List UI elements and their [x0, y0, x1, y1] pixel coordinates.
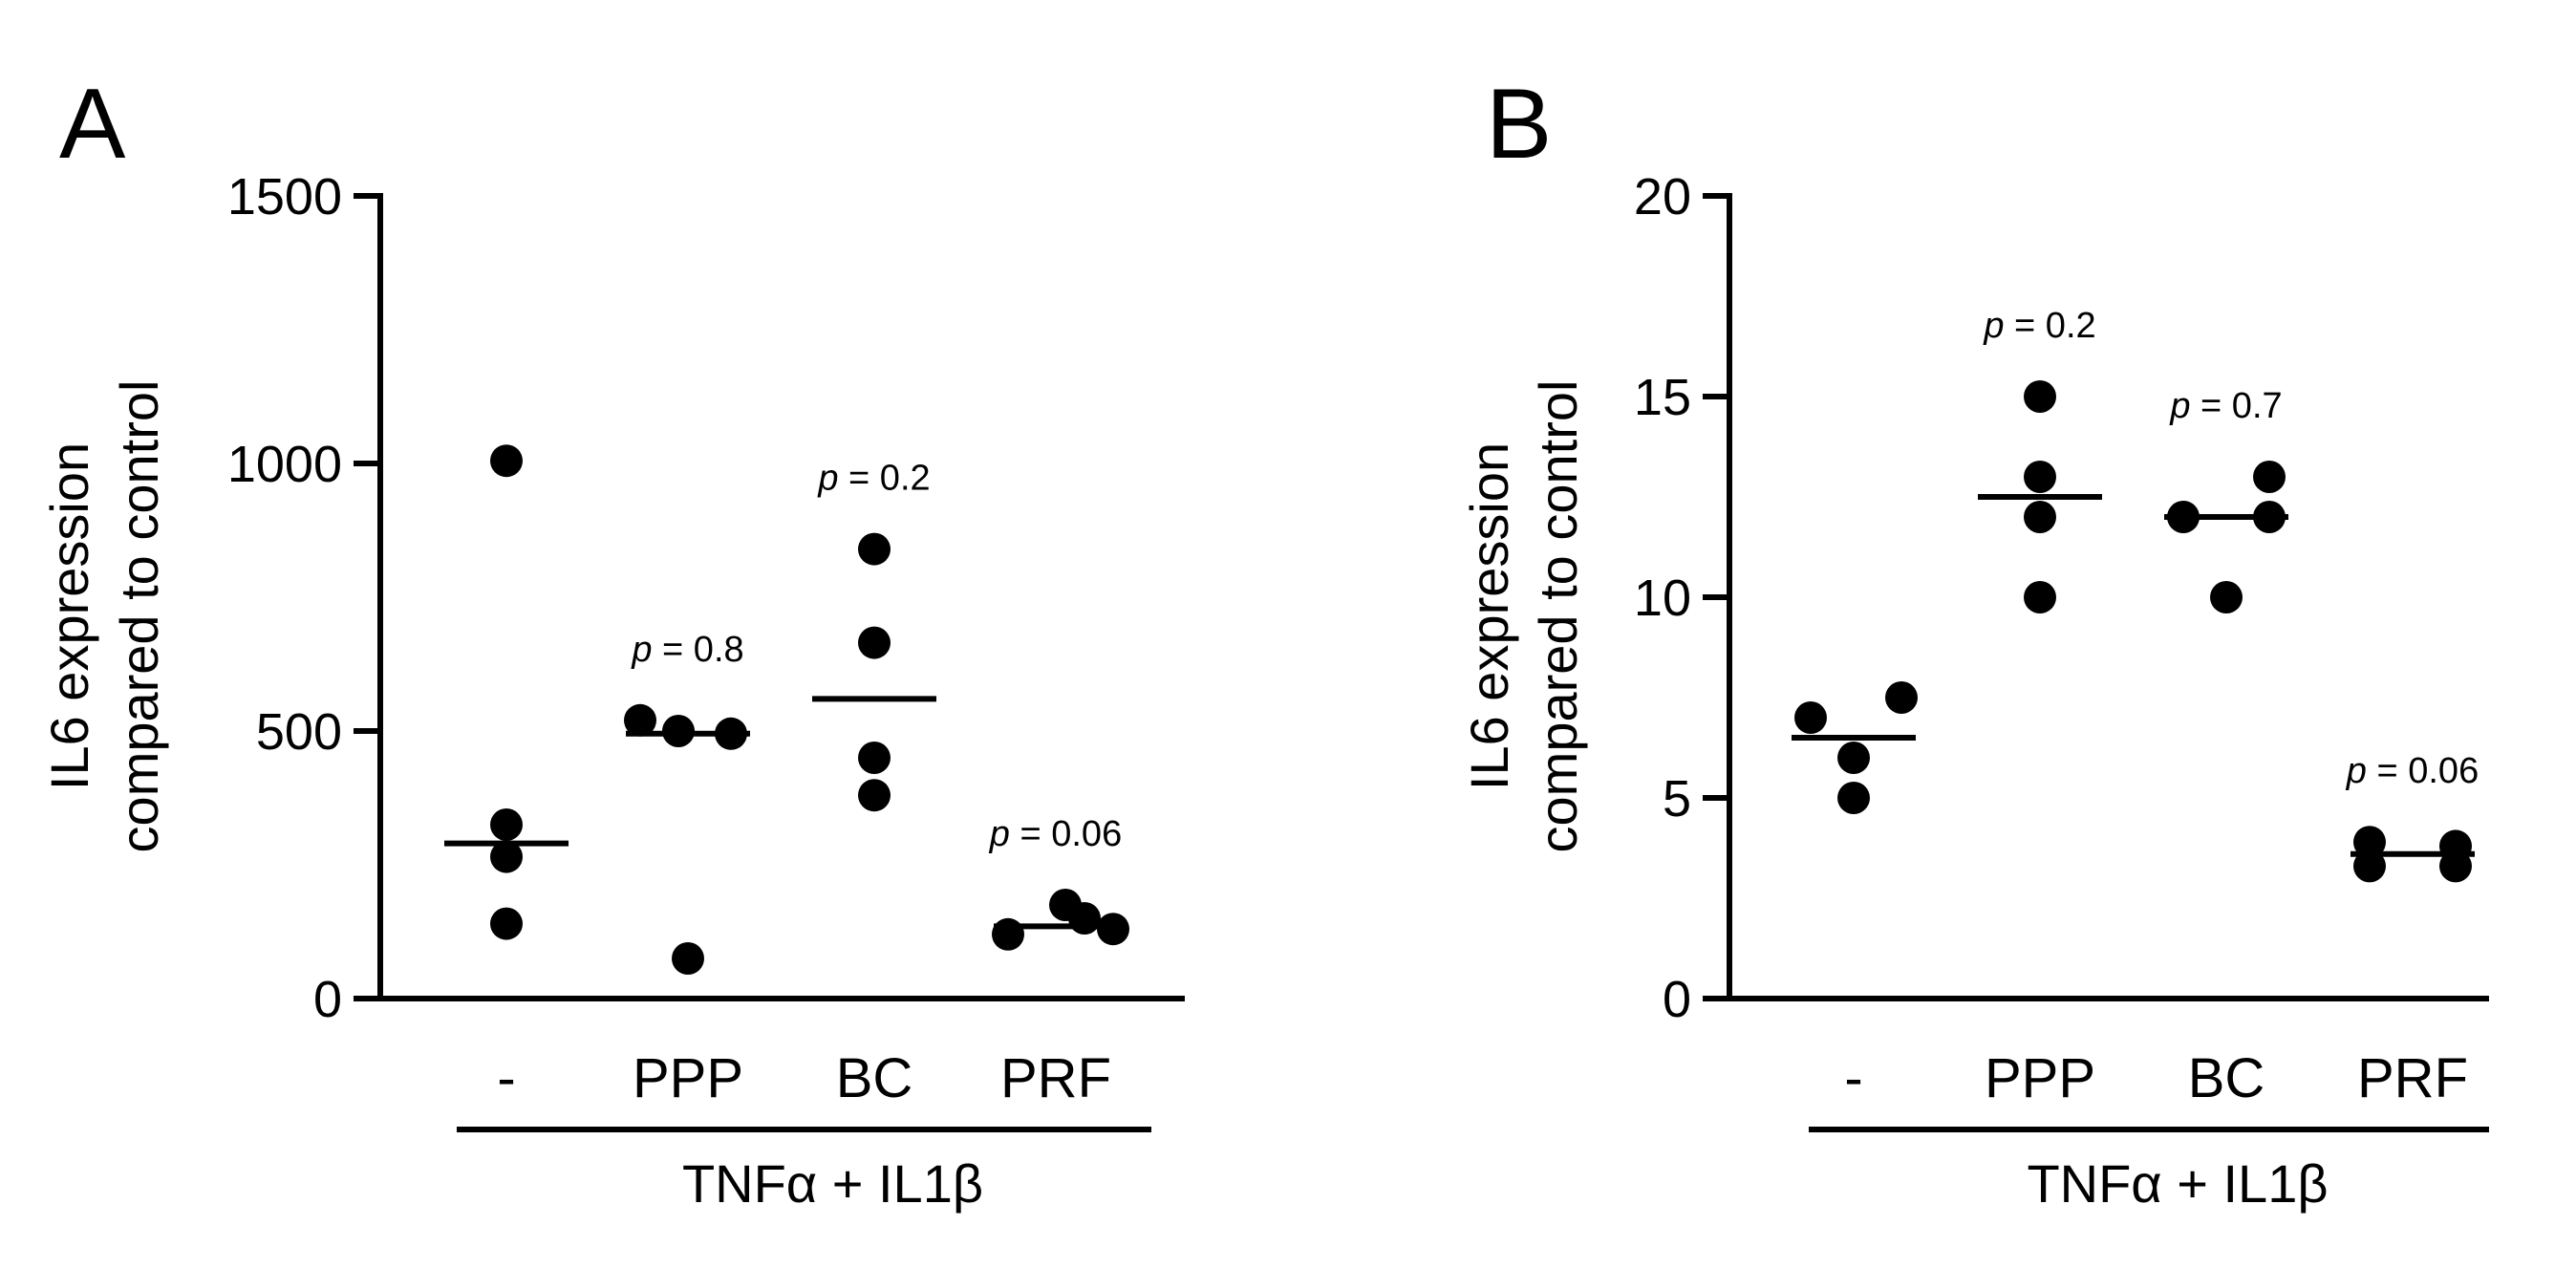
x-category-label: BC — [836, 1047, 913, 1109]
data-point — [858, 742, 891, 774]
p-value-label: p = 0.2 — [1983, 306, 2095, 346]
treatment-label: TNFα + IL1β — [682, 1153, 983, 1214]
data-point — [2024, 581, 2056, 613]
x-category-label: PRF — [2357, 1047, 2468, 1109]
data-point — [858, 779, 891, 812]
data-point — [858, 626, 891, 659]
y-tick-label: 1000 — [227, 436, 342, 493]
y-axis-label: compared to control — [1528, 380, 1588, 853]
x-category-label: PPP — [1985, 1047, 2095, 1109]
data-point — [1837, 742, 1870, 774]
y-tick-label: 500 — [256, 703, 342, 761]
x-category-label: PPP — [633, 1047, 743, 1109]
data-point — [1837, 782, 1870, 814]
data-point — [2024, 380, 2056, 413]
data-point — [2024, 461, 2056, 493]
panel-label-b: B — [1486, 69, 1552, 180]
x-category-label: PRF — [1000, 1047, 1111, 1109]
data-point — [992, 917, 1024, 951]
data-point — [490, 444, 523, 478]
y-tick-label: 15 — [1634, 369, 1691, 426]
x-category-label: BC — [2188, 1047, 2265, 1109]
data-point — [1794, 701, 1827, 734]
data-point — [2439, 829, 2472, 863]
data-point — [490, 840, 523, 873]
data-point — [490, 808, 523, 841]
data-point — [2353, 826, 2386, 859]
data-point — [2210, 581, 2243, 613]
treatment-label: TNFα + IL1β — [2027, 1153, 2328, 1214]
y-tick-label: 20 — [1634, 168, 1691, 226]
data-point — [490, 907, 523, 940]
data-point — [2353, 850, 2386, 883]
p-value-label: p = 0.7 — [2169, 386, 2282, 426]
y-tick-label: 5 — [1663, 770, 1691, 828]
y-tick-label: 10 — [1634, 570, 1691, 627]
data-point — [1885, 681, 1918, 714]
y-axis-label: compared to control — [109, 380, 169, 853]
data-point — [2024, 501, 2056, 533]
panel-label-a: A — [59, 69, 126, 180]
data-point — [624, 703, 656, 737]
data-point — [2253, 461, 2286, 493]
y-axis-label: IL6 expression — [39, 442, 99, 790]
x-category-label: - — [497, 1047, 515, 1109]
y-tick-label: 0 — [1663, 971, 1691, 1028]
data-point — [1068, 902, 1101, 935]
p-value-label: p = 0.06 — [989, 814, 1122, 854]
p-value-label: p = 0.2 — [817, 459, 930, 499]
y-tick-label: 0 — [313, 971, 342, 1028]
x-category-label: - — [1844, 1047, 1862, 1109]
p-value-label: p = 0.8 — [631, 630, 743, 670]
y-tick-label: 1500 — [227, 168, 342, 226]
y-axis-label: IL6 expression — [1459, 442, 1519, 790]
data-point — [672, 942, 704, 975]
data-point — [858, 532, 891, 566]
p-value-label: p = 0.06 — [2346, 751, 2479, 791]
